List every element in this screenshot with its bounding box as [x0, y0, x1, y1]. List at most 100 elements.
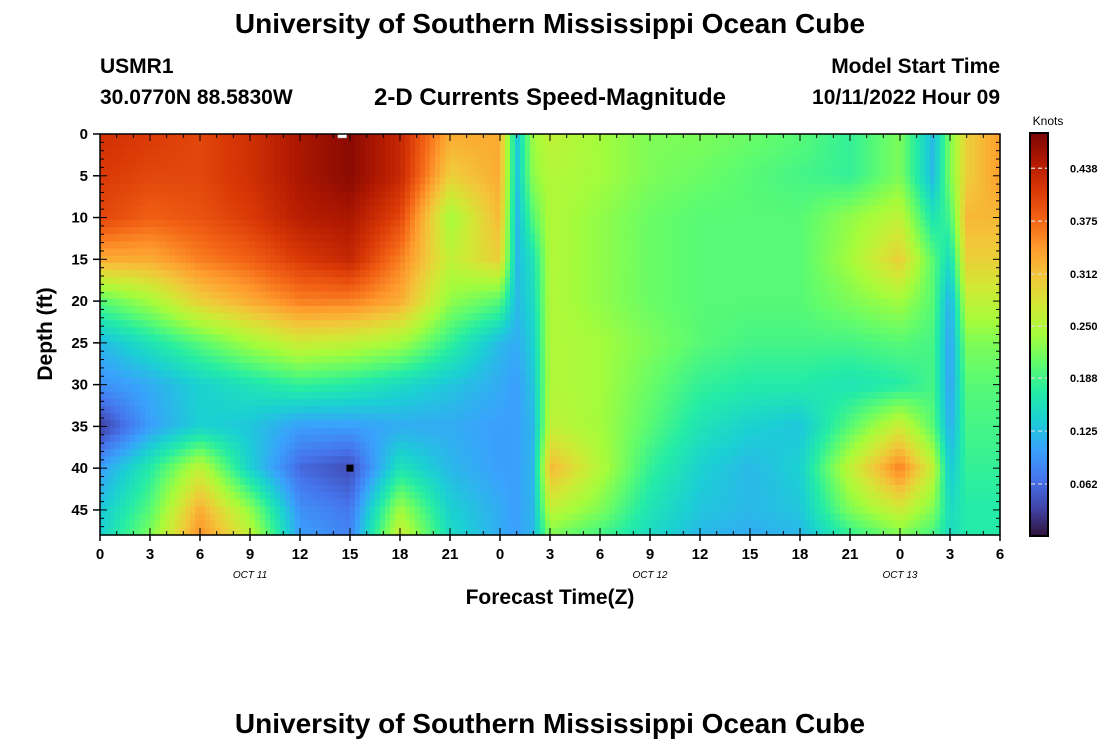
- heatmap-cell: [855, 270, 861, 278]
- heatmap-cell: [300, 155, 306, 164]
- heatmap-cell: [700, 277, 706, 285]
- heatmap-cell: [280, 198, 286, 207]
- heatmap-cell: [525, 291, 531, 300]
- heatmap-cell: [465, 134, 471, 142]
- heatmap-cell: [315, 205, 321, 214]
- heatmap-cell: [290, 284, 296, 293]
- heatmap-cell: [555, 169, 561, 178]
- heatmap-cell: [845, 198, 851, 207]
- heatmap-cell: [475, 134, 481, 142]
- heatmap-cell: [530, 291, 536, 300]
- heatmap-cell: [595, 148, 601, 157]
- heatmap-cell: [445, 284, 451, 293]
- heatmap-cell: [260, 198, 266, 207]
- heatmap-cell: [315, 141, 321, 149]
- heatmap-cell: [550, 298, 556, 307]
- heatmap-cell: [540, 234, 546, 243]
- heatmap-cell: [510, 148, 516, 157]
- heatmap-cell: [825, 284, 831, 293]
- heatmap-cell: [930, 320, 936, 328]
- heatmap-cell: [395, 162, 401, 171]
- heatmap-cell: [430, 305, 436, 314]
- heatmap-cell: [845, 248, 851, 257]
- heatmap-cell: [500, 305, 506, 314]
- heatmap-cell: [355, 227, 361, 235]
- heatmap-cell: [635, 327, 641, 336]
- heatmap-cell: [550, 227, 556, 235]
- heatmap-cell: [625, 255, 631, 264]
- heatmap-cell: [655, 219, 661, 228]
- heatmap-cell: [285, 313, 291, 321]
- heatmap-cell: [825, 255, 831, 264]
- heatmap-cell: [485, 205, 491, 214]
- heatmap-cell: [865, 141, 871, 149]
- heatmap-cell: [690, 305, 696, 314]
- heatmap-cell: [175, 298, 181, 307]
- heatmap-cell: [565, 305, 571, 314]
- heatmap-cell: [865, 313, 871, 321]
- heatmap-cell: [515, 212, 521, 221]
- heatmap-cell: [265, 176, 271, 185]
- heatmap-cell: [130, 191, 136, 200]
- heatmap-cell: [245, 191, 251, 200]
- heatmap-cell: [700, 148, 706, 157]
- heatmap-cell: [760, 320, 766, 328]
- heatmap-cell: [285, 134, 291, 142]
- heatmap-cell: [480, 134, 486, 142]
- heatmap-cell: [190, 291, 196, 300]
- heatmap-cell: [440, 191, 446, 200]
- heatmap-cell: [440, 305, 446, 314]
- heatmap-cell: [580, 234, 586, 243]
- heatmap-cell: [760, 298, 766, 307]
- heatmap-cell: [690, 270, 696, 278]
- heatmap-cell: [895, 291, 901, 300]
- heatmap-cell: [285, 148, 291, 157]
- heatmap-cell: [880, 155, 886, 164]
- heatmap-cell: [905, 277, 911, 285]
- heatmap-cell: [305, 284, 311, 293]
- heatmap-cell: [220, 191, 226, 200]
- heatmap-cell: [570, 284, 576, 293]
- heatmap-cell: [555, 248, 561, 257]
- heatmap-cell: [425, 198, 431, 207]
- heatmap-cell: [275, 198, 281, 207]
- heatmap-cell: [980, 162, 986, 171]
- heatmap-cell: [335, 219, 341, 228]
- heatmap-cell: [135, 162, 141, 171]
- heatmap-cell: [785, 262, 791, 271]
- heatmap-cell: [545, 284, 551, 293]
- heatmap-cell: [655, 191, 661, 200]
- heatmap-cell: [680, 255, 686, 264]
- heatmap-cell: [750, 155, 756, 164]
- heatmap-cell: [945, 270, 951, 278]
- heatmap-cell: [280, 191, 286, 200]
- heatmap-cell: [195, 277, 201, 285]
- heatmap-cell: [325, 277, 331, 285]
- heatmap-cell: [305, 191, 311, 200]
- heatmap-cell: [425, 291, 431, 300]
- heatmap-cell: [770, 277, 776, 285]
- heatmap-cell: [715, 234, 721, 243]
- heatmap-cell: [935, 155, 941, 164]
- heatmap-cell: [450, 198, 456, 207]
- heatmap-cell: [155, 191, 161, 200]
- heatmap-cell: [425, 141, 431, 149]
- heatmap-cell: [775, 205, 781, 214]
- heatmap-cell: [905, 162, 911, 171]
- heatmap-cell: [465, 255, 471, 264]
- heatmap-cell: [150, 212, 156, 221]
- heatmap-cell: [155, 169, 161, 178]
- heatmap-cell: [640, 134, 646, 142]
- heatmap-cell: [400, 320, 406, 328]
- heatmap-cell: [325, 212, 331, 221]
- heatmap-cell: [965, 212, 971, 221]
- heatmap-cell: [630, 284, 636, 293]
- heatmap-cell: [760, 198, 766, 207]
- heatmap-cell: [885, 291, 891, 300]
- heatmap-cell: [535, 148, 541, 157]
- heatmap-cell: [665, 298, 671, 307]
- heatmap-cell: [430, 277, 436, 285]
- heatmap-cell: [350, 291, 356, 300]
- heatmap-cell: [705, 327, 711, 336]
- heatmap-cell: [910, 205, 916, 214]
